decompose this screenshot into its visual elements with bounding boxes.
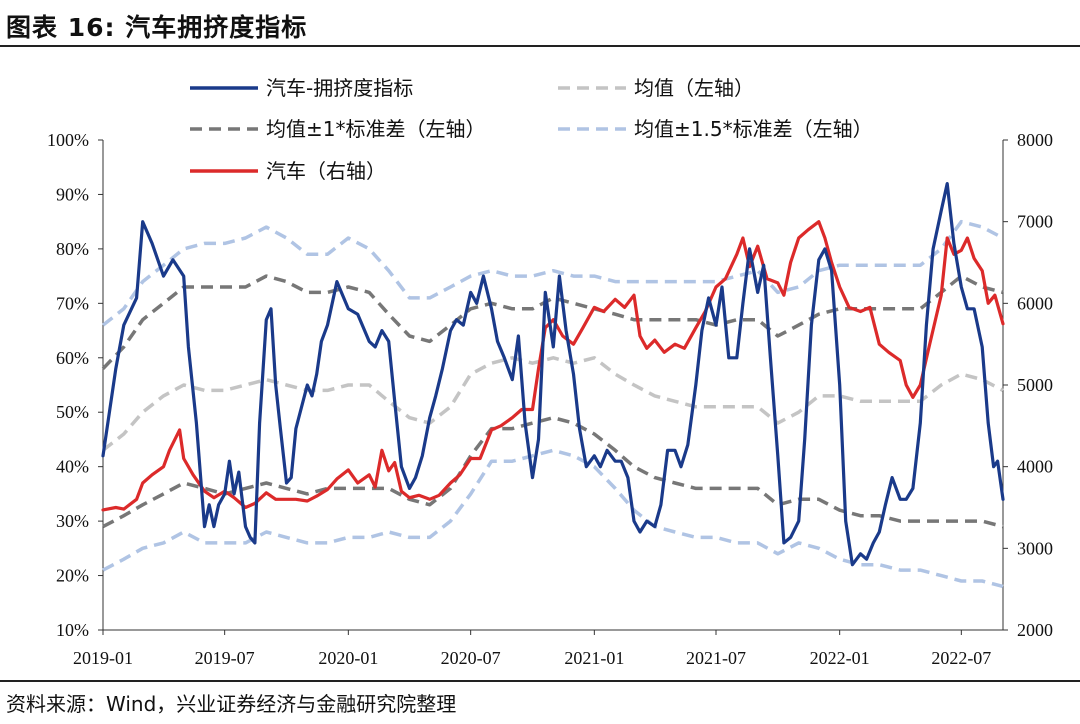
chart-axes: 10% 20% 30% 40% 50% 60% 70% 80% 90% 100% 2000 3000 4… xyxy=(47,130,1053,668)
series-line-1 xyxy=(101,356,1004,452)
x-tick-label: 2021-07 xyxy=(686,648,746,668)
source-note: 资料来源：Wind，兴业证券经济与金融研究院整理 xyxy=(6,692,457,716)
y-left-tick-label: 90% xyxy=(56,184,89,204)
legend-label: 均值±1.5*标准差（左轴） xyxy=(634,117,873,141)
y-right-tick-label: 7000 xyxy=(1017,212,1053,232)
x-tick-label: 2019-07 xyxy=(195,648,255,668)
legend-label: 汽车-拥挤度指标 xyxy=(266,76,413,100)
chart-legend: 汽车-拥挤度指标 均值（左轴） 均值±1*标准差（左轴） 均值±1.5*标准差（左轴）… xyxy=(190,76,873,183)
y-left-tick-label: 40% xyxy=(56,457,89,477)
series-upper-band-3 xyxy=(101,219,1004,327)
y-left-tick-label: 50% xyxy=(56,402,89,422)
series-layer xyxy=(101,182,1005,589)
y-left-tick-label: 20% xyxy=(56,566,89,586)
y-left-tick-label: 60% xyxy=(56,348,89,368)
y-left-tick-label: 70% xyxy=(56,293,89,313)
x-tick-label: 2019-01 xyxy=(73,648,133,668)
x-tick-label: 2021-01 xyxy=(564,648,624,668)
title-rule xyxy=(0,45,1080,47)
y-right-tick-label: 4000 xyxy=(1017,457,1053,477)
series-upper-band-2 xyxy=(101,274,1004,370)
y-right-tick-label: 2000 xyxy=(1017,620,1053,640)
y-right-tick-label: 8000 xyxy=(1017,130,1053,150)
source-rule xyxy=(0,680,1080,682)
x-tick-label: 2022-01 xyxy=(810,648,870,668)
y-right-tick-label: 3000 xyxy=(1017,538,1053,558)
legend-label: 均值（左轴） xyxy=(634,76,754,100)
chart-title: 图表 16: 汽车拥挤度指标 xyxy=(6,13,308,42)
y-right-tick-label: 6000 xyxy=(1017,293,1053,313)
y-left-tick-label: 80% xyxy=(56,239,89,259)
chart: 10% 20% 30% 40% 50% 60% 70% 80% 90% 100% 2000 3000 4… xyxy=(47,76,1053,668)
x-tick-label: 2020-07 xyxy=(441,648,501,668)
x-tick-label: 2020-01 xyxy=(318,648,378,668)
y-left-tick-label: 100% xyxy=(47,130,89,150)
x-tick-label: 2022-07 xyxy=(931,648,991,668)
series-lower-band-2 xyxy=(102,415,1004,529)
y-right-tick-label: 5000 xyxy=(1017,375,1053,395)
series-line-4 xyxy=(101,220,1005,512)
y-left-tick-label: 30% xyxy=(56,511,89,531)
series-line-0 xyxy=(101,182,1005,567)
legend-label: 均值±1*标准差（左轴） xyxy=(266,117,485,141)
y-left-tick-label: 10% xyxy=(56,620,89,640)
legend-label: 汽车（右轴） xyxy=(266,159,386,183)
